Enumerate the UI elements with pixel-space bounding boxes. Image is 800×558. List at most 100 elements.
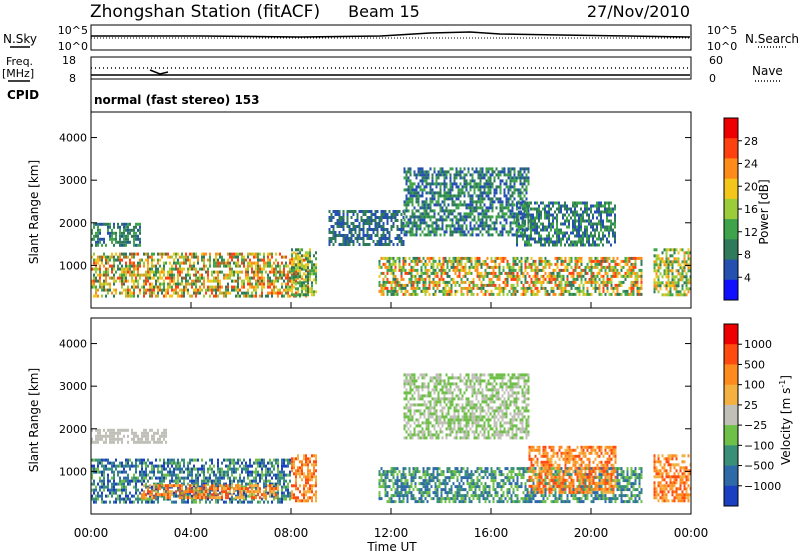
heatmap-cell bbox=[658, 254, 660, 257]
heatmap-cell bbox=[493, 293, 495, 296]
heatmap-cell bbox=[173, 277, 175, 280]
heatmap-cell bbox=[331, 237, 333, 240]
heatmap-cell bbox=[261, 277, 263, 280]
heatmap-cell bbox=[478, 206, 480, 209]
heatmap-cell bbox=[596, 217, 598, 220]
heatmap-cell bbox=[590, 211, 592, 214]
heatmap-cell bbox=[678, 293, 680, 296]
heatmap-cell bbox=[434, 167, 436, 170]
heatmap-cell bbox=[427, 263, 429, 266]
heatmap-cell bbox=[593, 278, 595, 281]
heatmap-cell bbox=[611, 278, 613, 281]
heatmap-cell bbox=[571, 266, 573, 269]
heatmap-cell bbox=[97, 235, 99, 238]
heatmap-cell bbox=[267, 292, 269, 295]
heatmap-cell bbox=[456, 173, 458, 176]
heatmap-cell bbox=[135, 480, 137, 483]
heatmap-cell bbox=[179, 465, 181, 468]
heatmap-cell bbox=[543, 266, 545, 269]
heatmap-cell bbox=[213, 280, 215, 283]
heatmap-cell bbox=[193, 468, 195, 471]
heatmap-cell bbox=[185, 486, 187, 489]
heatmap-cell bbox=[469, 287, 471, 290]
heatmap-cell bbox=[371, 210, 373, 213]
heatmap-cell bbox=[375, 225, 377, 228]
heatmap-cell bbox=[401, 231, 403, 234]
heatmap-cell bbox=[654, 281, 656, 284]
heatmap-cell bbox=[514, 212, 516, 215]
heatmap-cell bbox=[544, 211, 546, 214]
heatmap-cell bbox=[536, 217, 538, 220]
heatmap-cell bbox=[391, 228, 393, 231]
heatmap-cell bbox=[404, 200, 406, 203]
heatmap-cell bbox=[494, 221, 496, 224]
heatmap-cell bbox=[491, 278, 493, 281]
heatmap-cell bbox=[678, 251, 680, 254]
heatmap-cell bbox=[482, 233, 484, 236]
heatmap-cell bbox=[496, 188, 498, 191]
heatmap-cell bbox=[464, 182, 466, 185]
heatmap-cell bbox=[458, 230, 460, 233]
heatmap-cell bbox=[594, 232, 596, 235]
heatmap-cell bbox=[516, 208, 518, 211]
heatmap-cell bbox=[528, 238, 530, 241]
heatmap-cell bbox=[175, 462, 177, 465]
heatmap-cell bbox=[454, 230, 456, 233]
heatmap-cell bbox=[484, 221, 486, 224]
heatmap-cell bbox=[617, 287, 619, 290]
heatmap-cell bbox=[203, 295, 205, 298]
heatmap-cell bbox=[476, 170, 478, 173]
heatmap-cell bbox=[443, 278, 445, 281]
heatmap-cell bbox=[105, 277, 107, 280]
heatmap-cell bbox=[139, 226, 141, 229]
heatmap-cell bbox=[393, 290, 395, 293]
heatmap-cell bbox=[169, 274, 171, 277]
heatmap-cell bbox=[500, 200, 502, 203]
heatmap-cell bbox=[311, 287, 313, 290]
heatmap-cell bbox=[542, 202, 544, 205]
heatmap-cell bbox=[95, 241, 97, 244]
heatmap-cell bbox=[686, 293, 688, 296]
heatmap-cell bbox=[141, 480, 143, 483]
heatmap-cell bbox=[456, 230, 458, 233]
heatmap-cell bbox=[389, 234, 391, 237]
heatmap-cell bbox=[587, 281, 589, 284]
heatmap-cell bbox=[113, 259, 115, 262]
heatmap-cell bbox=[434, 221, 436, 224]
heatmap-cell bbox=[613, 272, 615, 275]
heatmap-cell bbox=[684, 290, 686, 293]
heatmap-cell bbox=[185, 283, 187, 286]
heatmap-cell bbox=[219, 283, 221, 286]
heatmap-cell bbox=[639, 290, 641, 293]
heatmap-cell bbox=[169, 295, 171, 298]
heatmap-cell bbox=[139, 492, 141, 495]
heatmap-cell bbox=[554, 229, 556, 232]
heatmap-cell bbox=[432, 215, 434, 218]
heatmap-cell bbox=[568, 235, 570, 238]
heatmap-cell bbox=[105, 295, 107, 298]
heatmap-cell bbox=[614, 220, 616, 223]
heatmap-cell bbox=[227, 259, 229, 262]
heatmap-cell bbox=[579, 284, 581, 287]
heatmap-cell bbox=[440, 218, 442, 221]
heatmap-cell bbox=[139, 274, 141, 277]
heatmap-cell bbox=[518, 170, 520, 173]
heatmap-cell bbox=[432, 194, 434, 197]
heatmap-cell bbox=[139, 259, 141, 262]
heatmap-cell bbox=[243, 468, 245, 471]
heatmap-cell bbox=[460, 170, 462, 173]
heatmap-cell bbox=[430, 224, 432, 227]
heatmap-cell bbox=[524, 214, 526, 217]
heatmap-cell bbox=[508, 185, 510, 188]
heatmap-cell bbox=[389, 260, 391, 263]
heatmap-cell bbox=[93, 274, 95, 277]
heatmap-cell bbox=[455, 284, 457, 287]
heatmap-cell bbox=[279, 289, 281, 292]
heatmap-cell bbox=[153, 474, 155, 477]
heatmap-cell bbox=[561, 287, 563, 290]
heatmap-cell bbox=[159, 480, 161, 483]
heatmap-cell bbox=[412, 221, 414, 224]
heatmap-cell bbox=[259, 253, 261, 256]
heatmap-cell bbox=[488, 209, 490, 212]
heatmap-cell bbox=[561, 275, 563, 278]
